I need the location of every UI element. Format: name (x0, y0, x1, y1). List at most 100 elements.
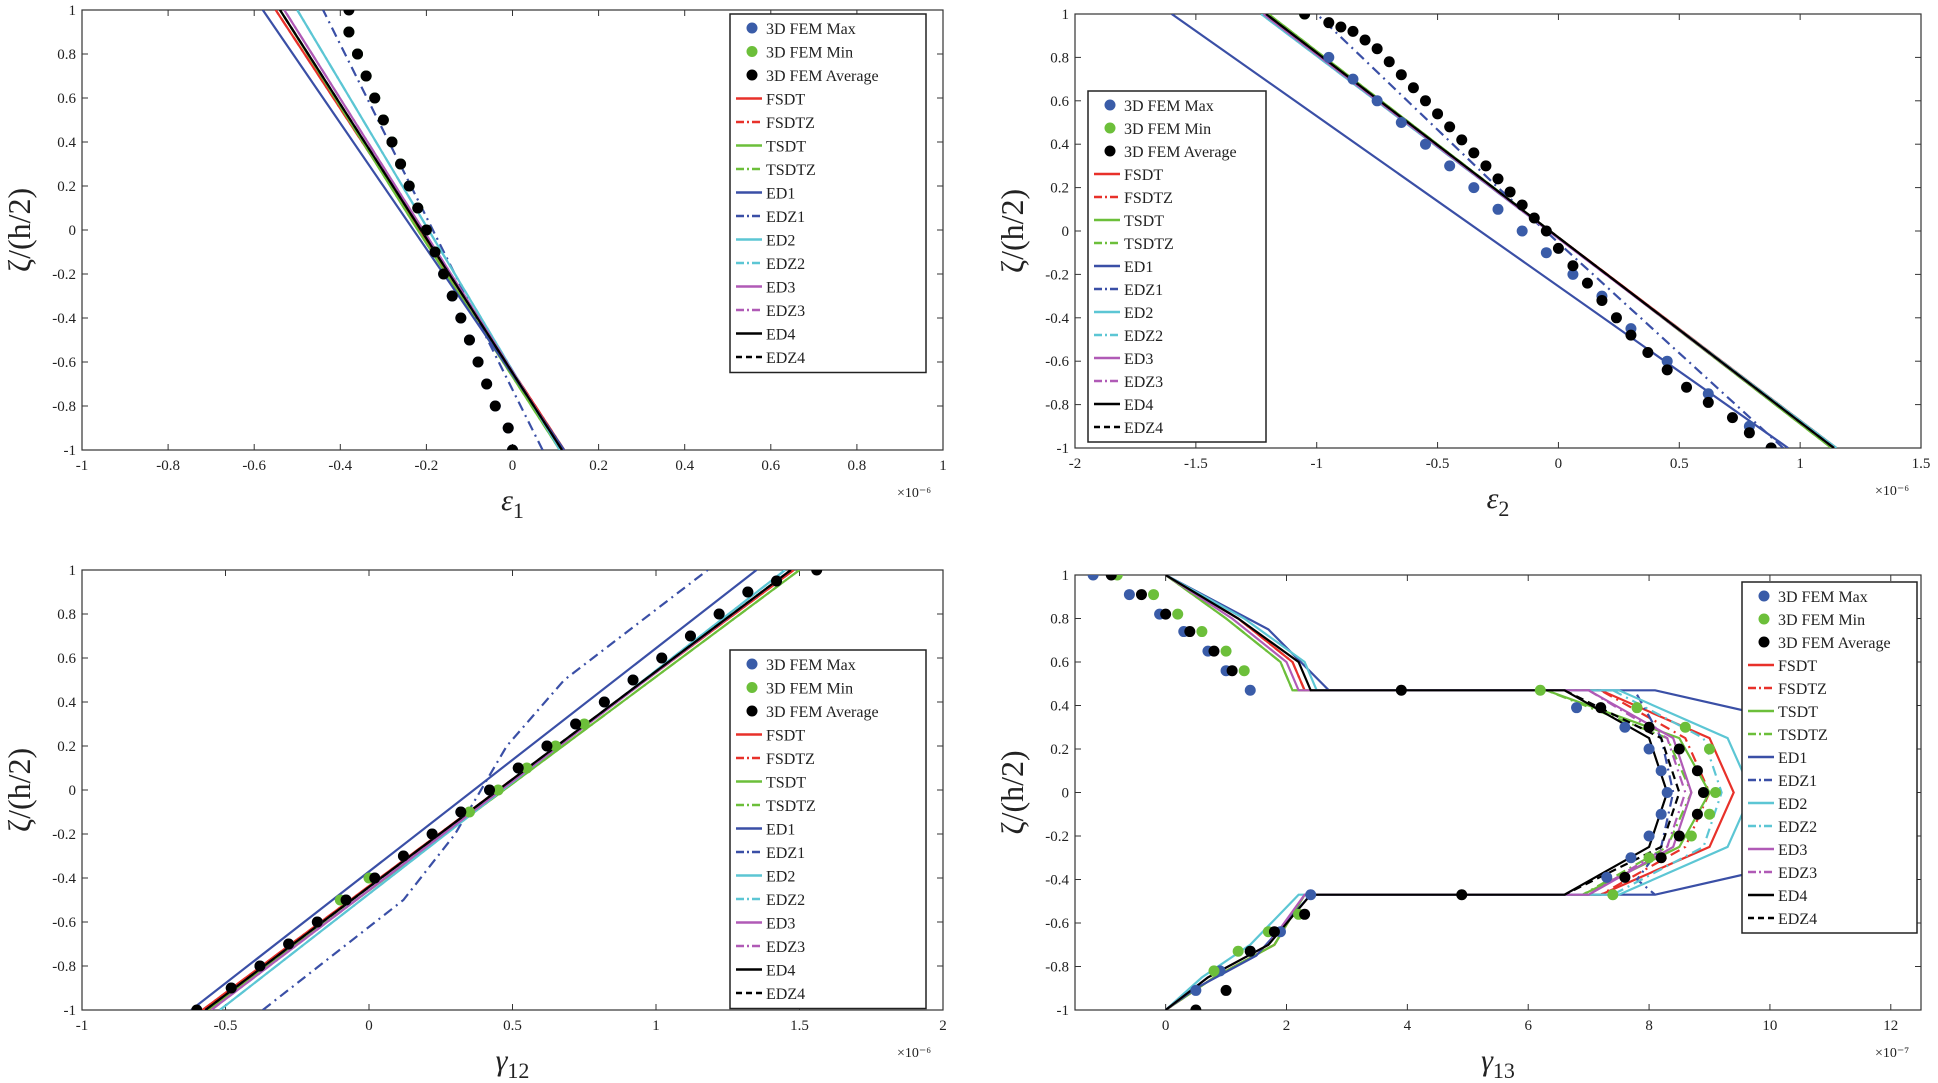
data-point-3d-fem-max (1661, 355, 1673, 367)
series-group (1171, 14, 1838, 448)
series-line-edz1 (1635, 694, 1675, 896)
y-tick-label: 1 (69, 3, 77, 19)
data-point-3d-fem-max (1444, 160, 1456, 172)
data-point-3d-fem-average (463, 334, 475, 346)
y-tick-label: -1 (1057, 441, 1070, 457)
series-line-ed1 (190, 570, 758, 1010)
data-point-3d-fem-average (1456, 889, 1468, 901)
series-line-edz2 (1612, 689, 1723, 896)
x-tick-label: 8 (1645, 1018, 1653, 1034)
y-tick-label: -0.8 (1045, 398, 1069, 414)
legend-label: ED3 (1778, 842, 1807, 859)
legend-label: TSDTZ (1124, 236, 1174, 253)
data-point-3d-fem-max (1371, 95, 1383, 107)
y-tick-label: 0 (69, 223, 77, 239)
x-exponent-label: ×10⁻⁶ (897, 1046, 931, 1061)
series-line-edz2 (296, 10, 561, 450)
data-point-3d-fem-average (1323, 17, 1335, 29)
data-point-3d-fem-max (1305, 889, 1317, 901)
data-point-3d-fem-average (455, 312, 467, 324)
x-tick-label: 0 (509, 458, 517, 474)
y-axis-label: ζ/(h/2) (1, 748, 37, 832)
data-point-3d-fem-average (343, 26, 355, 38)
series-line-tsdt (1164, 575, 1711, 1010)
y-tick-label: 0 (1062, 224, 1070, 240)
data-point-3d-fem-average (1625, 329, 1637, 341)
x-tick-label: 0 (1555, 456, 1563, 472)
data-point-3d-fem-average (254, 960, 266, 972)
y-tick-label: -1 (64, 1003, 77, 1019)
data-point-3d-fem-min (1148, 589, 1160, 601)
data-point-3d-fem-average (1697, 787, 1709, 798)
legend-label: EDZ1 (1778, 773, 1817, 790)
data-point-3d-fem-max (1395, 117, 1407, 128)
x-exponent-label: ×10⁻⁶ (897, 486, 931, 501)
data-point-3d-fem-average-top (343, 10, 355, 16)
data-point-3d-fem-average (1105, 575, 1117, 581)
data-point-3d-fem-average (1726, 412, 1738, 424)
y-tick-label: -0.4 (52, 311, 76, 327)
legend-label: EDZ4 (1124, 420, 1163, 437)
data-point-3d-fem-max (1567, 268, 1579, 280)
data-point-3d-fem-max (1516, 225, 1528, 237)
data-point-3d-fem-average (1691, 765, 1703, 777)
legend-label: TSDT (766, 775, 806, 792)
series-line-edz1 (1315, 14, 1784, 448)
legend-label: TSDT (766, 139, 806, 156)
x-axis-label: γ12 (496, 1044, 530, 1083)
data-point-3d-fem-average (771, 575, 783, 587)
legend-label: 3D FEM Average (1778, 635, 1891, 652)
legend-label: EDZ3 (766, 939, 805, 956)
data-point-3d-fem-min (1679, 721, 1691, 733)
x-tick-label: 6 (1524, 1018, 1532, 1034)
x-tick-label: 0.4 (675, 458, 694, 474)
y-tick-label: 0.4 (57, 135, 76, 151)
data-point-3d-fem-average (684, 630, 696, 642)
x-tick-label: 1.5 (1912, 456, 1931, 472)
x-tick-label: 12 (1883, 1018, 1898, 1034)
series-line-edz1 (262, 570, 709, 1010)
legend-label: 3D FEM Max (1778, 589, 1868, 606)
legend-label: ED1 (766, 186, 795, 203)
data-point-3d-fem-min (1232, 945, 1244, 957)
series-group (190, 570, 823, 1010)
series-group (261, 10, 566, 450)
y-tick-label: -0.8 (1045, 960, 1069, 976)
data-point-3d-fem-max (1661, 787, 1673, 798)
x-axis-label: ε2 (1487, 482, 1510, 521)
x-tick-label: 2 (1283, 1018, 1291, 1034)
data-point-3d-fem-average (1691, 808, 1703, 820)
x-tick-label: 0 (1162, 1018, 1170, 1034)
y-tick-label: 0.2 (1050, 742, 1069, 758)
legend-label: TSDTZ (766, 798, 816, 815)
data-point-3d-fem-average (1516, 199, 1528, 211)
chart-panel-eps1: -1 -0.8 -0.6 -0.4 -0.2 0 0.2 0.4 0.6 0.8 1 -1 -0.8 -0… (1, 3, 947, 523)
legend-label: FSDTZ (766, 115, 815, 132)
data-point-3d-fem-average (1335, 21, 1347, 33)
y-axis-label: ζ/(h/2) (1, 188, 37, 272)
legend-label: EDZ2 (766, 256, 805, 273)
data-point-3d-fem-average (1743, 427, 1755, 439)
data-point-3d-fem-average (412, 202, 424, 214)
data-point-3d-fem-max (1468, 182, 1480, 194)
legend: 3D FEM Max 3D FEM Min 3D FEM Average FSDT FS… (1741, 581, 1918, 934)
legend-label: EDZ4 (766, 986, 805, 1003)
data-point-3d-fem-min (521, 762, 533, 774)
legend-label: 3D FEM Min (766, 681, 853, 698)
x-exponent-label: ×10⁻⁶ (1875, 484, 1909, 499)
legend-label: ED2 (766, 233, 795, 250)
data-point-3d-fem-min (1631, 702, 1643, 714)
y-tick-label: -0.2 (1045, 267, 1069, 283)
legend-label: ED1 (766, 822, 795, 839)
data-point-3d-fem-average (446, 290, 458, 302)
y-tick-label: 0.4 (1050, 137, 1069, 153)
data-point-3d-fem-average (1444, 121, 1456, 133)
data-point-3d-fem-average (1432, 108, 1444, 120)
data-point-3d-fem-max (1571, 702, 1583, 714)
data-point-3d-fem-average (484, 784, 496, 796)
legend-label: TSDTZ (1778, 727, 1828, 744)
data-point-3d-fem-min (1643, 852, 1655, 864)
data-point-3d-fem-average (369, 92, 381, 104)
data-point-3d-fem-average (191, 1004, 203, 1010)
